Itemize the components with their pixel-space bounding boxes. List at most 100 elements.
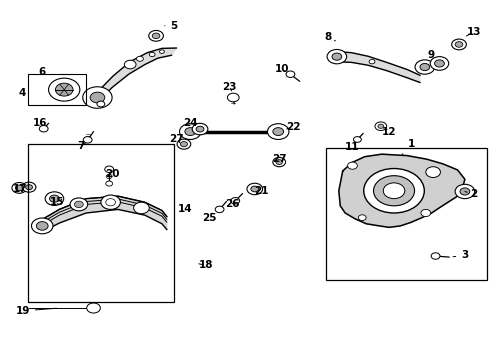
Circle shape <box>39 126 48 132</box>
Circle shape <box>415 60 435 74</box>
Text: 24: 24 <box>183 118 197 128</box>
Circle shape <box>152 33 160 39</box>
Circle shape <box>286 71 295 77</box>
Circle shape <box>383 183 405 199</box>
Circle shape <box>231 198 240 204</box>
Text: 15: 15 <box>49 197 64 207</box>
Text: 23: 23 <box>222 82 237 93</box>
Circle shape <box>347 162 357 169</box>
Text: 2: 2 <box>465 189 477 199</box>
Circle shape <box>87 303 100 313</box>
Circle shape <box>137 56 144 61</box>
Circle shape <box>327 49 346 64</box>
Circle shape <box>358 215 366 221</box>
Circle shape <box>455 184 475 199</box>
Bar <box>326 148 487 280</box>
Text: 14: 14 <box>178 204 193 214</box>
Text: 16: 16 <box>32 118 47 128</box>
Circle shape <box>185 128 196 135</box>
Circle shape <box>83 136 92 143</box>
Text: 12: 12 <box>382 127 396 136</box>
Circle shape <box>196 126 204 132</box>
Circle shape <box>268 124 289 139</box>
Circle shape <box>373 176 415 206</box>
Text: 26: 26 <box>225 199 240 210</box>
Text: 19: 19 <box>16 306 56 316</box>
Bar <box>27 144 174 302</box>
Circle shape <box>375 122 387 131</box>
Circle shape <box>420 63 430 71</box>
Circle shape <box>227 93 239 102</box>
Circle shape <box>106 181 113 186</box>
Circle shape <box>369 59 375 64</box>
Circle shape <box>15 185 23 191</box>
Text: 13: 13 <box>466 27 481 37</box>
Text: 27: 27 <box>272 154 287 164</box>
Circle shape <box>149 52 155 57</box>
Circle shape <box>45 192 64 206</box>
Circle shape <box>55 83 73 96</box>
Text: 11: 11 <box>345 142 360 152</box>
Circle shape <box>25 185 32 190</box>
Circle shape <box>364 168 424 213</box>
Circle shape <box>273 128 284 135</box>
Circle shape <box>49 78 80 101</box>
Circle shape <box>22 182 36 192</box>
Circle shape <box>101 195 121 210</box>
Circle shape <box>106 199 116 206</box>
Bar <box>27 74 86 105</box>
Circle shape <box>247 183 263 195</box>
Circle shape <box>180 141 188 147</box>
Circle shape <box>105 166 114 172</box>
Circle shape <box>49 195 59 202</box>
Text: 1: 1 <box>402 139 415 154</box>
Circle shape <box>460 188 470 195</box>
Text: 5: 5 <box>165 21 178 31</box>
Text: 17: 17 <box>13 184 27 194</box>
Circle shape <box>36 222 48 230</box>
Circle shape <box>332 53 342 60</box>
Text: 22: 22 <box>286 122 300 132</box>
Circle shape <box>124 60 136 69</box>
Circle shape <box>192 123 208 135</box>
Text: 9: 9 <box>427 50 434 60</box>
Circle shape <box>97 101 105 107</box>
Text: 3: 3 <box>453 250 468 260</box>
Circle shape <box>276 159 283 165</box>
Text: 10: 10 <box>274 64 289 74</box>
Text: 6: 6 <box>39 67 52 77</box>
Circle shape <box>273 157 286 167</box>
Polygon shape <box>42 196 167 232</box>
Polygon shape <box>339 154 465 227</box>
Polygon shape <box>337 51 420 82</box>
Circle shape <box>431 253 440 259</box>
Circle shape <box>74 201 83 208</box>
Circle shape <box>421 210 431 217</box>
Circle shape <box>430 57 449 70</box>
Circle shape <box>452 39 466 50</box>
Circle shape <box>159 50 164 53</box>
Circle shape <box>83 87 112 108</box>
Text: 18: 18 <box>198 260 213 270</box>
Text: 21: 21 <box>254 186 269 197</box>
Circle shape <box>435 60 444 67</box>
Circle shape <box>455 42 463 47</box>
Text: 8: 8 <box>324 32 335 41</box>
Circle shape <box>215 206 224 213</box>
Circle shape <box>90 92 105 103</box>
Text: 27: 27 <box>169 134 184 144</box>
Circle shape <box>179 124 201 139</box>
Circle shape <box>426 167 441 177</box>
Text: 20: 20 <box>105 168 120 179</box>
Text: 25: 25 <box>202 213 217 222</box>
Circle shape <box>251 186 259 192</box>
Circle shape <box>149 31 163 41</box>
Circle shape <box>70 198 88 211</box>
Polygon shape <box>98 48 176 101</box>
Text: 7: 7 <box>77 141 85 151</box>
Circle shape <box>12 183 26 193</box>
Circle shape <box>31 218 53 234</box>
Text: 4: 4 <box>18 88 25 98</box>
Circle shape <box>177 139 191 149</box>
Circle shape <box>353 136 361 142</box>
